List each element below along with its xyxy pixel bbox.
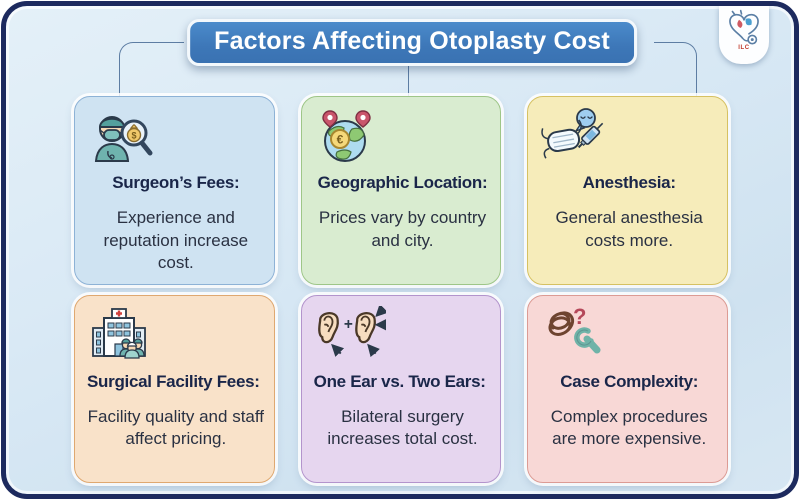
card-title: One Ear vs. Two Ears: [313, 371, 486, 391]
card-title: Anesthesia: [582, 173, 676, 192]
surgeon-magnifier-icon: $ [94, 116, 153, 162]
connector-line-middle [408, 61, 409, 98]
tangle-wrench-icon: ? [548, 306, 601, 353]
card-body: Experience and reputation increase cost. [103, 208, 249, 272]
brand-logo-badge: ILC [719, 6, 769, 64]
card-one-ear-vs-two-ears: + One Ear vs. Two Ears: Bilateral surger… [300, 294, 502, 483]
card-anesthesia: Anesthesia: General anesthesia costs mor… [527, 96, 728, 285]
anesthesia-icon [541, 108, 604, 159]
card-title: Case Complexity: [560, 371, 699, 391]
card-body: Facility quality and staff affect pricin… [87, 406, 265, 449]
heart-stethoscope-icon [729, 9, 759, 45]
card-body: Bilateral surgery increases total cost. [327, 406, 478, 449]
card-body: Complex procedures are more expensive. [550, 406, 708, 449]
card-surgical-facility-fees: Surgical Facility Fees: Facility quality… [74, 294, 275, 483]
card-title: Surgeon’s Fees: [112, 173, 240, 192]
card-surgeons-fees: $ Surgeon’s Fees: Experience and reputat… [74, 96, 275, 285]
card-title: Geographic Location: [317, 173, 488, 192]
svg-text:?: ? [573, 306, 586, 329]
page-title: Factors Affecting Otoplasty Cost [187, 19, 637, 66]
hospital-icon [92, 307, 146, 359]
brand-logo-caption: ILC [738, 45, 750, 51]
globe-pins-icon: € [321, 110, 371, 162]
cards-grid: $ Surgeon’s Fees: Experience and reputat… [74, 96, 728, 483]
card-case-complexity: ? Case Complexity: Complex procedures ar… [527, 294, 728, 483]
svg-text:+: + [343, 315, 352, 332]
connector-line-right [654, 42, 697, 99]
card-body: Prices vary by country and city. [318, 208, 487, 250]
card-title: Surgical Facility Fees: [87, 371, 260, 391]
ears-plus-icon: + [317, 305, 386, 357]
connector-line-left [119, 42, 184, 99]
card-body: General anesthesia costs more. [555, 208, 703, 250]
svg-text:€: € [336, 133, 343, 147]
svg-text:$: $ [131, 131, 136, 141]
card-geographic-location: € Geographic Location: Prices vary by co… [300, 96, 502, 285]
